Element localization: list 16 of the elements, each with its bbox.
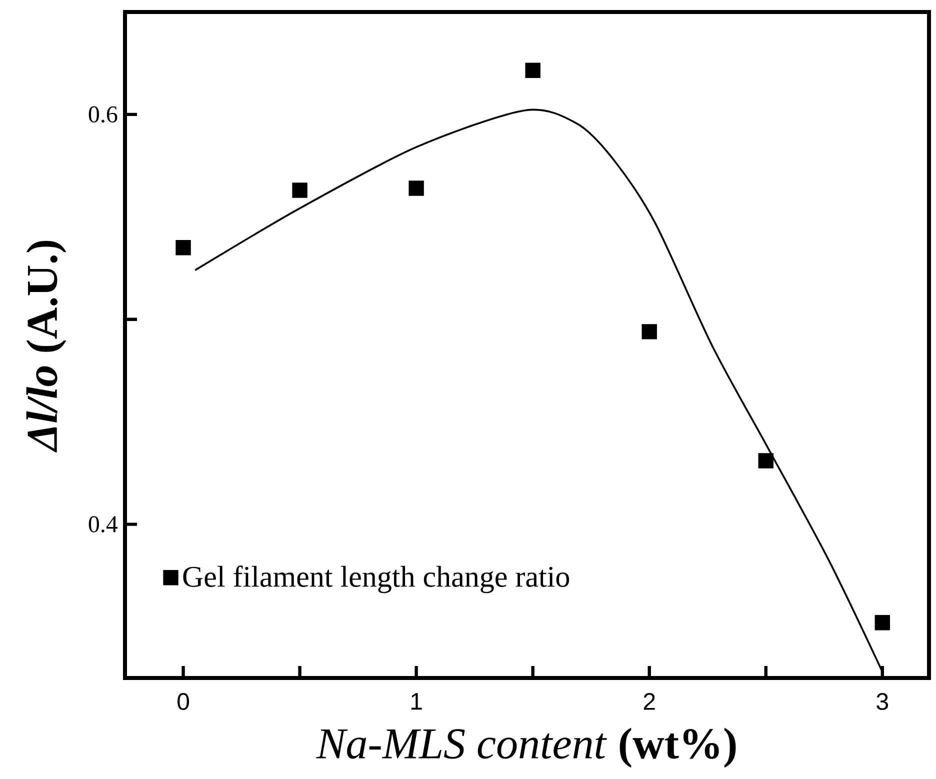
x-tick-label: 1 bbox=[411, 693, 422, 710]
point bbox=[642, 324, 657, 340]
point bbox=[758, 453, 774, 468]
point bbox=[874, 615, 890, 630]
x-tick-label: 2 bbox=[644, 693, 655, 710]
y-tick-label: 0.4 bbox=[88, 516, 118, 532]
x-tick-label: 3 bbox=[876, 693, 888, 710]
legend-label: Gel filament length change ratio bbox=[183, 566, 570, 594]
point bbox=[292, 182, 308, 198]
x-axis-title: Na-MLS content (wt%) bbox=[316, 728, 736, 768]
point bbox=[408, 180, 424, 196]
y-tick-label: 0.6 bbox=[88, 106, 118, 123]
x-tick-label: 0 bbox=[178, 693, 190, 710]
y-axis-title: Δl/lo (A.U.) bbox=[26, 240, 66, 453]
point bbox=[176, 240, 191, 256]
point bbox=[525, 62, 540, 78]
